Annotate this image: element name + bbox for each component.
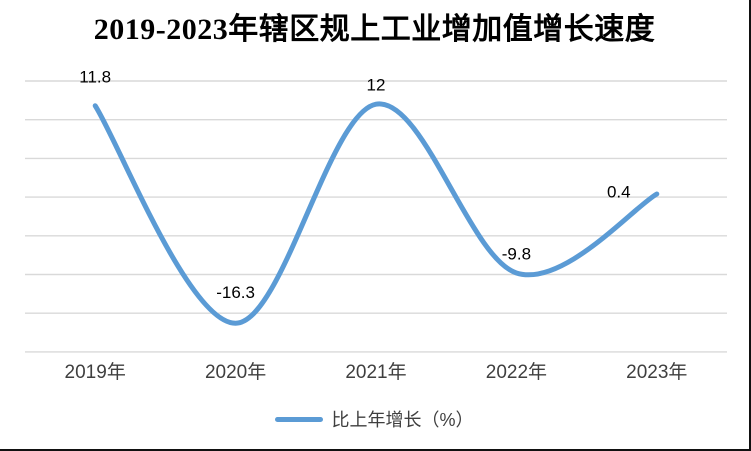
data-label: -9.8: [502, 244, 531, 263]
x-axis-label: 2021年: [345, 361, 406, 383]
data-label: 11.8: [79, 67, 111, 86]
series-line: [92, 101, 660, 326]
chart-title: 2019-2023年辖区规上工业增加值增长速度: [93, 13, 656, 46]
data-label: 12: [367, 76, 386, 95]
x-axis-label: 2022年: [486, 361, 547, 383]
legend-line-icon: [275, 416, 324, 422]
x-axis-label: 2019年: [65, 361, 126, 383]
x-axis-label: 2020年: [205, 361, 266, 383]
x-axis-label: 2023年: [626, 361, 687, 383]
data-label: -16.3: [216, 283, 255, 302]
legend: 比上年增长（%）: [0, 405, 749, 433]
legend-series-label: 比上年增长（%）: [331, 410, 474, 430]
data-label: 0.4: [607, 183, 631, 202]
